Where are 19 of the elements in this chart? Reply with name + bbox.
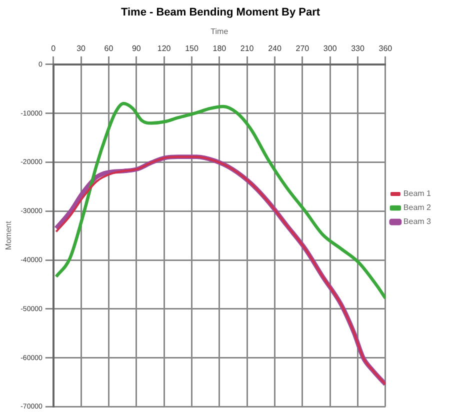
x-tick-label: 330 — [351, 44, 365, 53]
x-tick-label: 240 — [268, 44, 282, 53]
x-tick-label: 210 — [240, 44, 254, 53]
legend-label: Beam 1 — [403, 189, 432, 198]
x-tick-label: 0 — [51, 44, 56, 53]
x-tick-label: 120 — [157, 44, 172, 53]
x-tick-label: 300 — [323, 44, 338, 53]
x-tick-label: 270 — [296, 44, 310, 53]
x-tick-label: 180 — [212, 44, 227, 53]
legend-label: Beam 3 — [403, 217, 432, 226]
legend-label: Beam 2 — [403, 203, 432, 212]
x-tick-label: 150 — [185, 44, 199, 53]
x-axis-title: Time — [210, 27, 229, 36]
x-tick-label: 90 — [132, 44, 142, 53]
chart-title: Time - Beam Bending Moment By Part — [120, 6, 320, 19]
y-axis-title: Moment — [4, 220, 14, 250]
x-tick-label: 360 — [378, 44, 393, 53]
x-tick-label: 60 — [104, 44, 114, 53]
x-tick-label: 30 — [76, 44, 86, 53]
